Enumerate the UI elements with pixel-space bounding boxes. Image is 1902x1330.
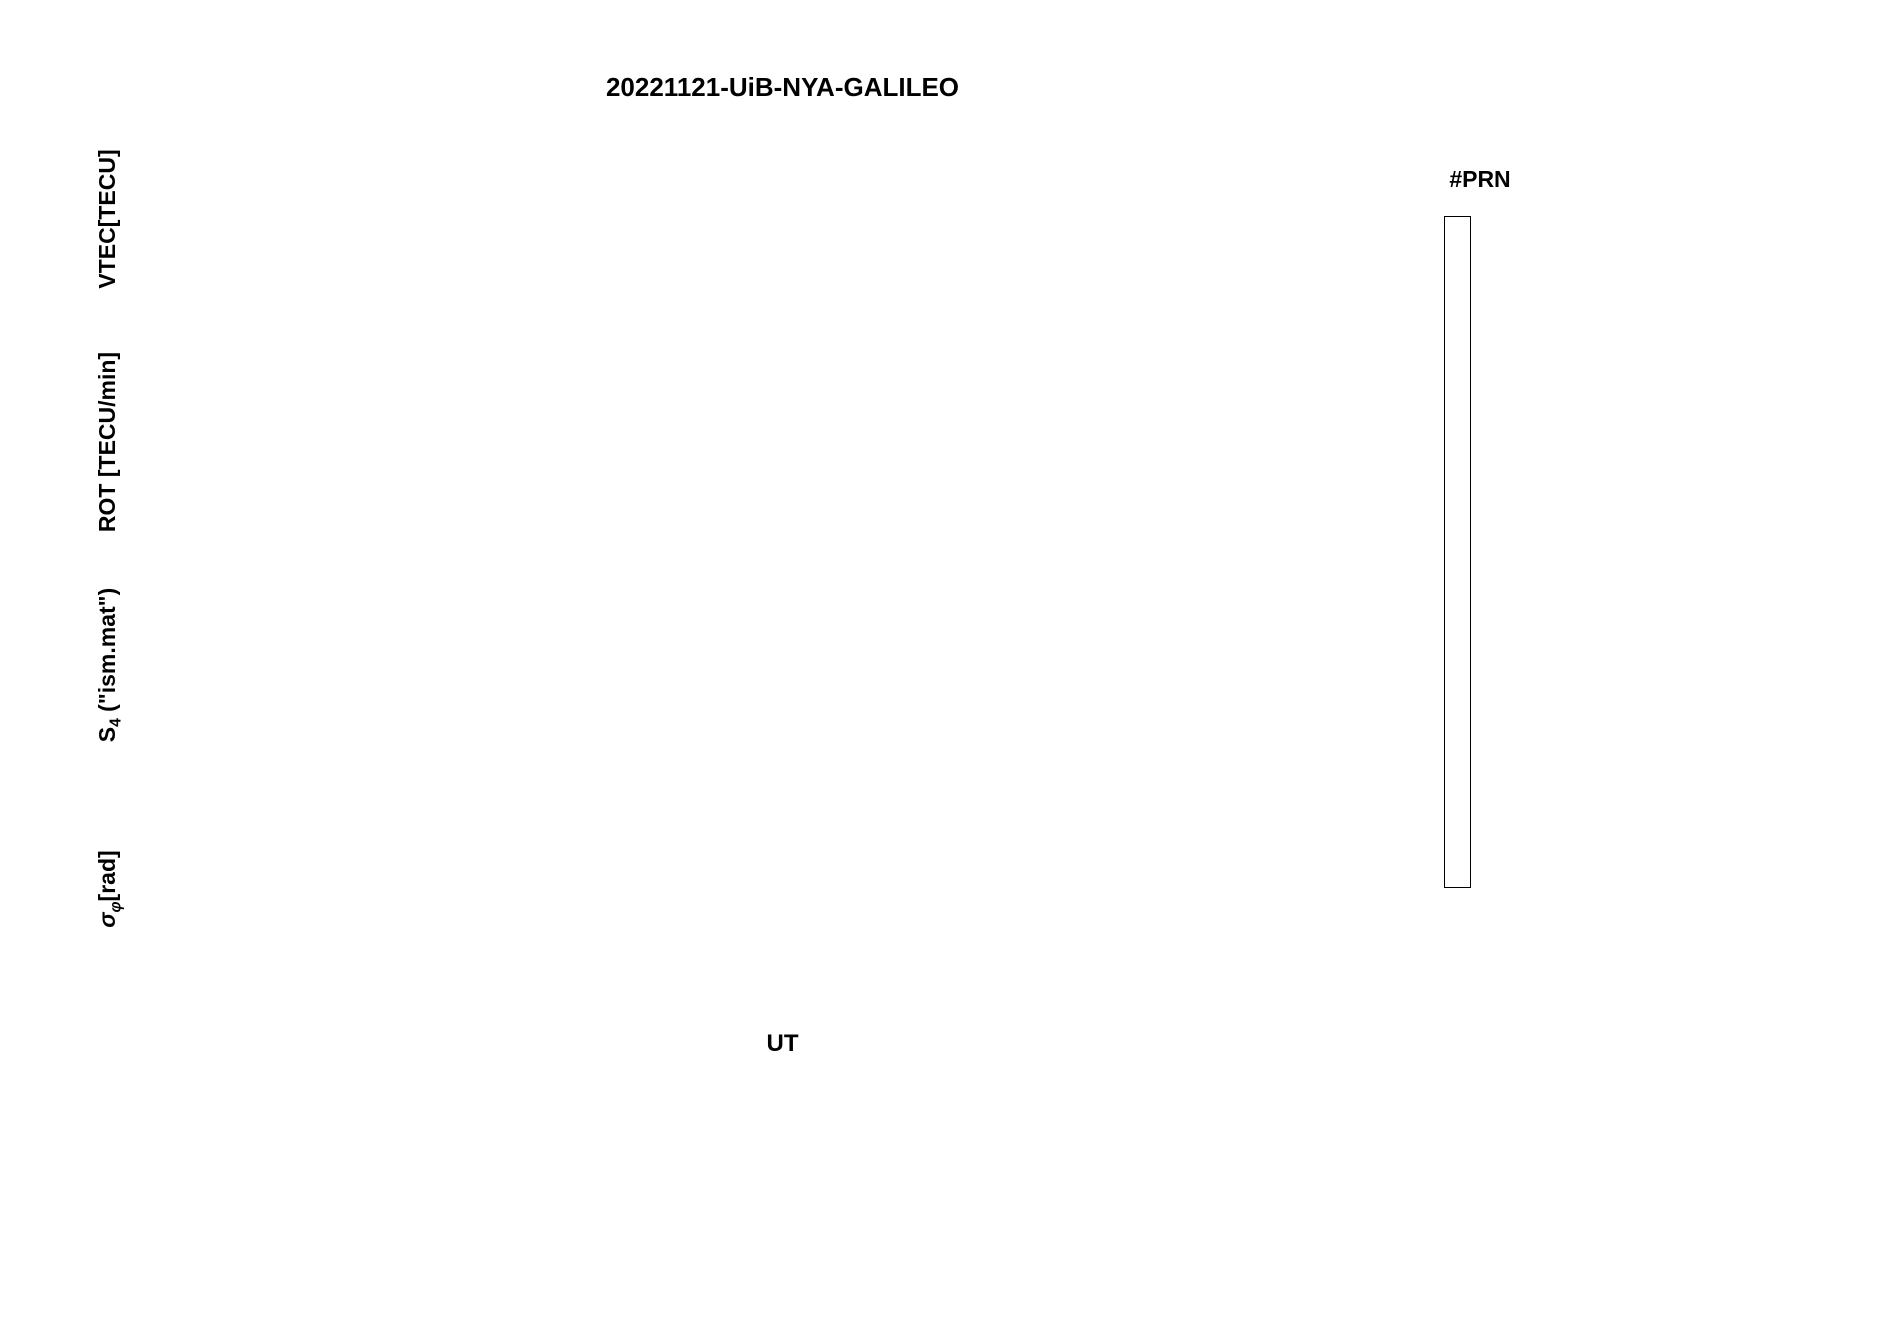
- vtec-panel-plot: [155, 115, 1410, 323]
- sigma-suffix: [rad]: [94, 850, 120, 902]
- s4-subscript: 4: [107, 718, 125, 727]
- s4-panel-plot: [155, 561, 1410, 769]
- colorbar-title: #PRN: [1449, 166, 1511, 192]
- phi-subscript: φ: [107, 901, 125, 913]
- sigma-phi-panel-plot: [155, 785, 1410, 993]
- y-axis-label-sigma-phi: σφ[rad]: [94, 785, 126, 993]
- y-axis-label-vtec: VTEC[TECU]: [94, 149, 120, 289]
- x-axis-label: UT: [766, 1030, 799, 1057]
- colorbar: [1444, 216, 1471, 888]
- s4-suffix: ("ism.mat"): [94, 587, 120, 719]
- colorbar-gradient: [1445, 217, 1470, 887]
- y-axis-label-rot: ROT [TECU/min]: [94, 351, 120, 533]
- rot-panel-plot: [155, 338, 1410, 546]
- y-axis-label-s4: S4 ("ism.mat"): [94, 561, 126, 769]
- chart-title: 20221121-UiB-NYA-GALILEO: [605, 72, 960, 102]
- sigma-symbol: σ: [94, 912, 120, 928]
- s4-symbol: S: [94, 726, 120, 743]
